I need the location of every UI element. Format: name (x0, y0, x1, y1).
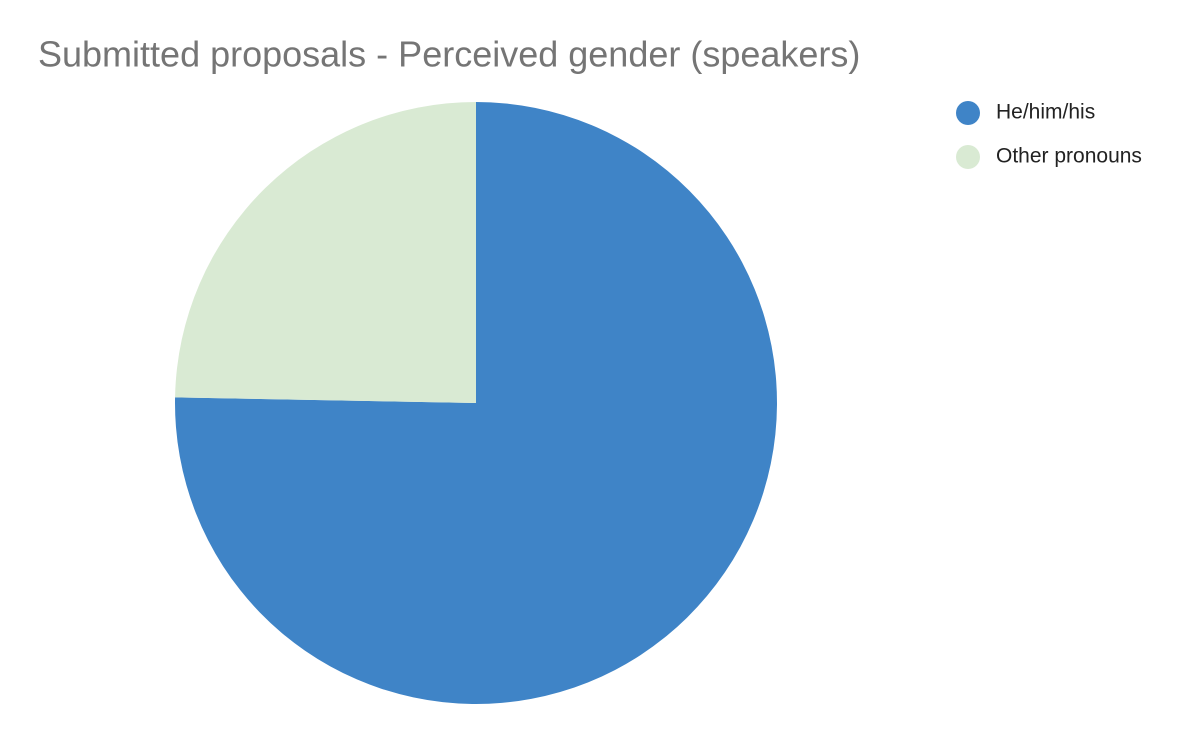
legend-swatch (956, 145, 980, 169)
legend-swatch (956, 101, 980, 125)
legend-label: Other pronouns (996, 145, 1142, 168)
legend-label: He/him/his (996, 101, 1095, 124)
pie-slice (174, 102, 777, 704)
pie-slice (175, 102, 476, 403)
chart-title: Submitted proposals - Perceived gender (… (38, 34, 860, 75)
